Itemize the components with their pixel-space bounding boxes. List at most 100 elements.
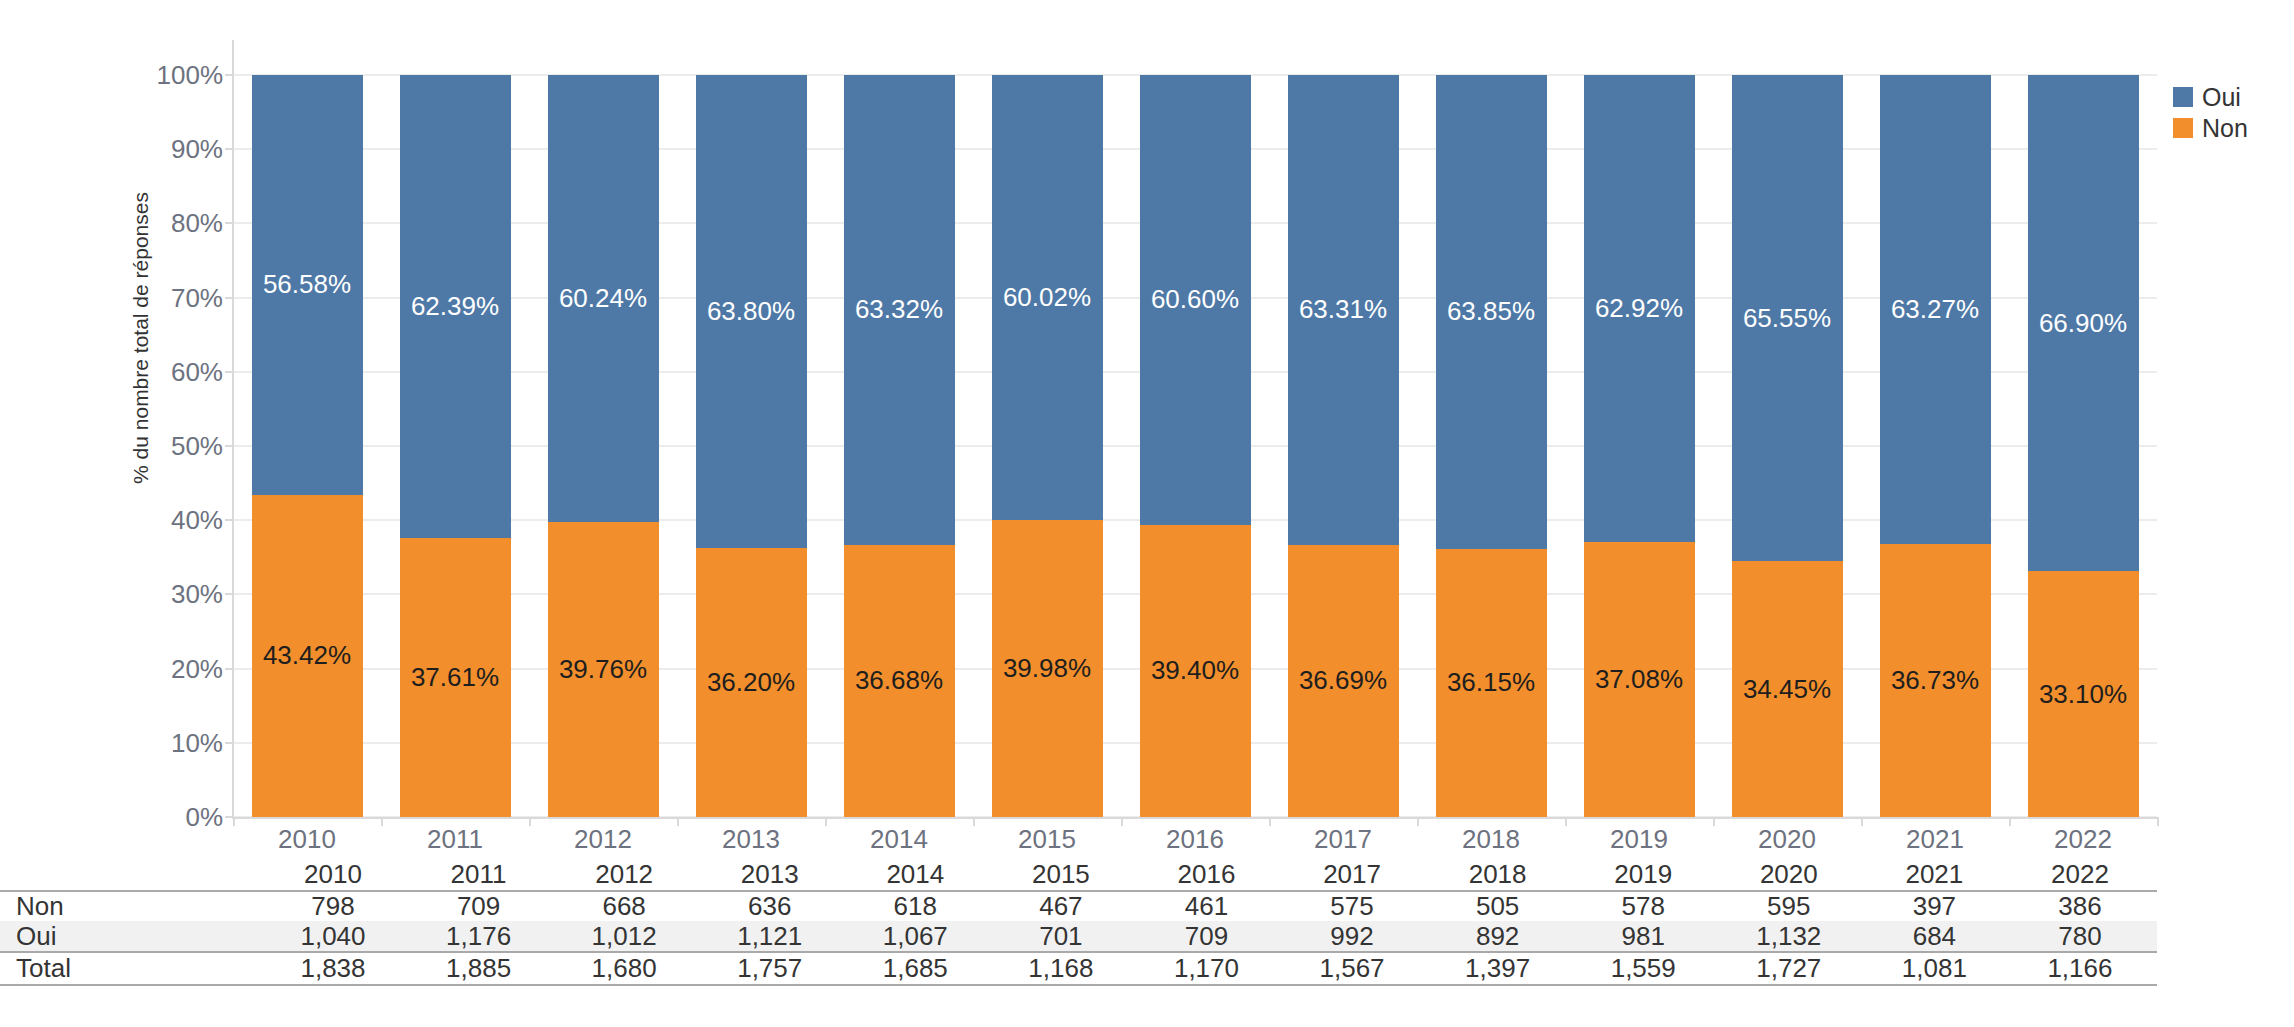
bar-label-oui: 63.80%: [707, 296, 795, 327]
x-axis-label-2011: 2011: [381, 824, 529, 854]
table-cell-non-2022: 386: [2007, 892, 2153, 921]
table-cell-total-2014: 1,685: [842, 953, 988, 984]
table-cell-oui-2021: 684: [1861, 921, 2007, 951]
table-cell-oui-2016: 709: [1133, 921, 1279, 951]
bar-2021-non-segment[interactable]: 36.73%: [1880, 544, 1991, 817]
bar-2013-non-segment[interactable]: 36.20%: [696, 548, 807, 817]
bar-2013-oui-segment[interactable]: 63.80%: [696, 75, 807, 548]
table-row-label-non: Non: [16, 892, 64, 921]
table-cell-total-2015: 1,168: [988, 953, 1134, 984]
table-cell-oui-2019: 981: [1570, 921, 1716, 951]
table-cell-oui-2020: 1,132: [1716, 921, 1862, 951]
legend-swatch-oui: [2173, 87, 2193, 107]
bar-label-oui: 60.24%: [559, 283, 647, 314]
y-tick-mark: [225, 74, 232, 76]
y-tick-label: 90%: [103, 134, 223, 164]
y-tick-mark: [225, 593, 232, 595]
table-cell-non-2012: 668: [551, 892, 697, 921]
table-header-2014: 2014: [842, 859, 988, 889]
table-header-2013: 2013: [697, 859, 843, 889]
table-cell-oui-2011: 1,176: [406, 921, 552, 951]
bar-2020-non-segment[interactable]: 34.45%: [1732, 561, 1843, 817]
bar-2012-oui-segment[interactable]: 60.24%: [548, 75, 659, 522]
bar-2014-non-segment[interactable]: 36.68%: [844, 545, 955, 817]
bar-label-non: 36.15%: [1447, 667, 1535, 698]
bar-2018-oui-segment[interactable]: 63.85%: [1436, 75, 1547, 549]
table-cell-non-2010: 798: [260, 892, 406, 921]
bar-label-oui: 56.58%: [263, 269, 351, 300]
bar-2017-oui-segment[interactable]: 63.31%: [1288, 75, 1399, 545]
bar-2017: 63.31% 36.69%: [1288, 75, 1399, 817]
table-header-2015: 2015: [988, 859, 1134, 889]
bar-2016-non-segment[interactable]: 39.40%: [1140, 525, 1251, 817]
bar-2011-oui-segment[interactable]: 62.39%: [400, 75, 511, 538]
bar-label-oui: 63.31%: [1299, 294, 1387, 325]
bar-2015-non-segment[interactable]: 39.98%: [992, 520, 1103, 817]
bar-2019-oui-segment[interactable]: 62.92%: [1584, 75, 1695, 542]
legend-item-non[interactable]: Non: [2173, 118, 2248, 138]
table-cell-non-2018: 505: [1425, 892, 1571, 921]
bar-label-non: 36.68%: [855, 665, 943, 696]
table-header-2011: 2011: [406, 859, 552, 889]
table-cell-total-2018: 1,397: [1425, 953, 1571, 984]
y-tick-mark: [225, 222, 232, 224]
y-tick-label: 0%: [103, 802, 223, 832]
y-tick-mark: [225, 519, 232, 521]
bar-2022-non-segment[interactable]: 33.10%: [2028, 571, 2139, 817]
bar-label-oui: 63.32%: [855, 294, 943, 325]
bar-2020-oui-segment[interactable]: 65.55%: [1732, 75, 1843, 561]
y-tick-label: 80%: [103, 208, 223, 238]
bar-2021-oui-segment[interactable]: 63.27%: [1880, 75, 1991, 544]
bar-2015: 60.02% 39.98%: [992, 75, 1103, 817]
x-axis-label-2022: 2022: [2009, 824, 2157, 854]
bar-label-oui: 66.90%: [2039, 308, 2127, 339]
bar-2018-non-segment[interactable]: 36.15%: [1436, 549, 1547, 817]
bar-2019: 62.92% 37.08%: [1584, 75, 1695, 817]
legend-swatch-non: [2173, 118, 2193, 138]
table-cell-non-2017: 575: [1279, 892, 1425, 921]
table-cell-non-2019: 578: [1570, 892, 1716, 921]
legend: Oui Non: [2173, 87, 2248, 149]
bar-2014-oui-segment[interactable]: 63.32%: [844, 75, 955, 545]
table-header-2016: 2016: [1133, 859, 1279, 889]
table-header-2017: 2017: [1279, 859, 1425, 889]
bar-2010-non-segment[interactable]: 43.42%: [252, 495, 363, 817]
x-axis-label-2012: 2012: [529, 824, 677, 854]
table-cell-oui-2012: 1,012: [551, 921, 697, 951]
y-tick-label: 40%: [103, 505, 223, 535]
bar-2012-non-segment[interactable]: 39.76%: [548, 522, 659, 817]
legend-label-non: Non: [2202, 118, 2248, 138]
table-cell-oui-2014: 1,067: [842, 921, 988, 951]
bar-2022-oui-segment[interactable]: 66.90%: [2028, 75, 2139, 571]
y-tick-mark: [225, 445, 232, 447]
table-header-2010: 2010: [260, 859, 406, 889]
table-row-label-total: Total: [16, 953, 71, 984]
bar-2010-oui-segment[interactable]: 56.58%: [252, 75, 363, 495]
x-axis-line: [232, 817, 2159, 819]
y-tick-label: 10%: [103, 728, 223, 758]
y-tick-label: 50%: [103, 431, 223, 461]
table-cell-non-2015: 467: [988, 892, 1134, 921]
bar-label-oui: 65.55%: [1743, 303, 1831, 334]
legend-label-oui: Oui: [2202, 87, 2241, 107]
bar-2016-oui-segment[interactable]: 60.60%: [1140, 75, 1251, 525]
legend-item-oui[interactable]: Oui: [2173, 87, 2248, 107]
tableau-dashboard: % du nombre total de réponses Oui Non 0%…: [0, 0, 2294, 1027]
y-tick-label: 100%: [103, 60, 223, 90]
x-axis-label-2013: 2013: [677, 824, 825, 854]
table-cell-oui-2022: 780: [2007, 921, 2153, 951]
bar-label-oui: 60.02%: [1003, 282, 1091, 313]
bar-2011-non-segment[interactable]: 37.61%: [400, 538, 511, 817]
bar-label-non: 33.10%: [2039, 679, 2127, 710]
bar-2010: 56.58% 43.42%: [252, 75, 363, 817]
bar-2015-oui-segment[interactable]: 60.02%: [992, 75, 1103, 520]
bar-label-oui: 60.60%: [1151, 284, 1239, 315]
bar-2017-non-segment[interactable]: 36.69%: [1288, 545, 1399, 817]
y-tick-mark: [225, 668, 232, 670]
bar-label-oui: 62.92%: [1595, 293, 1683, 324]
bar-label-non: 36.20%: [707, 667, 795, 698]
table-header-2018: 2018: [1425, 859, 1571, 889]
y-tick-mark: [225, 148, 232, 150]
bar-2019-non-segment[interactable]: 37.08%: [1584, 542, 1695, 817]
bar-2020: 65.55% 34.45%: [1732, 75, 1843, 817]
